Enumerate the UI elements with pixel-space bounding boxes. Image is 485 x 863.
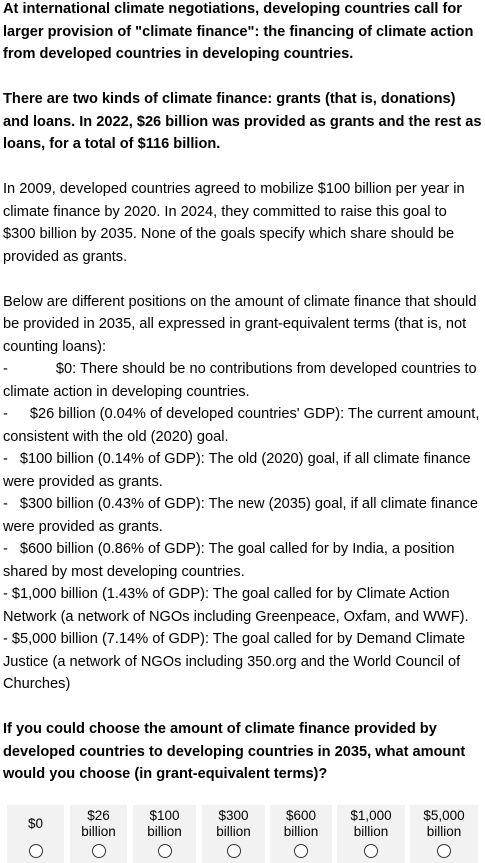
radio-button[interactable] xyxy=(364,844,378,858)
position-text: $600 billion (0.86% of GDP): The goal ca… xyxy=(3,541,455,580)
choice-label: $5,000 billion xyxy=(423,808,465,839)
intro-paragraph-1: At international climate negotiations, d… xyxy=(3,1,474,62)
choice-2[interactable]: $100 billion xyxy=(133,805,196,863)
position-item-6: - $5,000 billion (7.14% of GDP): The goal… xyxy=(3,628,483,696)
choice-label: $300 billion xyxy=(216,808,251,839)
bullet-dash: - xyxy=(3,451,8,467)
choice-1[interactable]: $26 billion xyxy=(70,805,127,863)
question-text: If you could choose the amount of climat… xyxy=(3,721,466,782)
position-text: $300 billion (0.43% of GDP): The new (20… xyxy=(3,496,478,535)
choice-label: $100 billion xyxy=(147,808,182,839)
position-item-5: - $1,000 billion (1.43% of GDP): The goal… xyxy=(3,583,483,628)
position-item-3: - $300 billion (0.43% of GDP): The new (2… xyxy=(3,493,483,538)
bullet-dash: - xyxy=(3,496,8,512)
choice-label: $0 xyxy=(27,816,44,831)
position-text: $100 billion (0.14% of GDP): The old (20… xyxy=(3,451,471,490)
intro-paragraph-4: Below are different positions on the amo… xyxy=(3,293,477,355)
position-text: $1,000 billion (1.43% of GDP): The goal … xyxy=(3,586,469,625)
choice-label: $26 billion xyxy=(81,808,116,839)
position-item-1: - $26 billion (0.04% of developed countri… xyxy=(3,403,483,448)
radio-button[interactable] xyxy=(437,844,451,858)
position-item-4: - $600 billion (0.86% of GDP): The goal c… xyxy=(3,538,483,583)
intro-paragraph-3: In 2009, developed countries agreed to m… xyxy=(3,181,465,265)
position-text: $26 billion (0.04% of developed countrie… xyxy=(3,406,480,445)
choice-3[interactable]: $300 billion xyxy=(202,805,265,863)
bullet-dash: - xyxy=(3,406,8,422)
survey-text: At international climate negotiations, d… xyxy=(3,0,483,786)
radio-button[interactable] xyxy=(28,844,43,858)
spacer xyxy=(3,268,483,291)
bullet-dash: - xyxy=(3,631,8,647)
choice-4[interactable]: $600 billion xyxy=(270,805,332,863)
radio-button[interactable] xyxy=(91,844,106,858)
radio-button[interactable] xyxy=(157,844,172,858)
choice-label: $1,000 billion xyxy=(350,808,392,839)
position-text: $5,000 billion (7.14% of GDP): The goal … xyxy=(3,631,466,692)
choice-label: $600 billion xyxy=(283,808,319,839)
answer-choices: $0 $26 billion $100 billion $300 billion… xyxy=(0,805,485,863)
position-item-2: - $100 billion (0.14% of GDP): The old (2… xyxy=(3,448,483,493)
position-item-0: - $0: There should be no contributions fr… xyxy=(3,358,483,403)
bullet-dash: - xyxy=(3,541,8,557)
bullet-dash: - xyxy=(3,361,8,377)
intro-paragraph-2: There are two kinds of climate finance: … xyxy=(3,91,482,152)
choice-0[interactable]: $0 xyxy=(7,805,64,863)
choice-6[interactable]: $5,000 billion xyxy=(410,805,478,863)
bullet-dash: - xyxy=(3,586,8,602)
spacer xyxy=(3,696,483,719)
choice-5[interactable]: $1,000 billion xyxy=(337,805,405,863)
radio-button[interactable] xyxy=(294,844,308,858)
spacer xyxy=(3,66,483,89)
spacer xyxy=(3,156,483,179)
radio-button[interactable] xyxy=(226,844,241,858)
position-text: $0: There should be no contributions fro… xyxy=(3,361,477,400)
